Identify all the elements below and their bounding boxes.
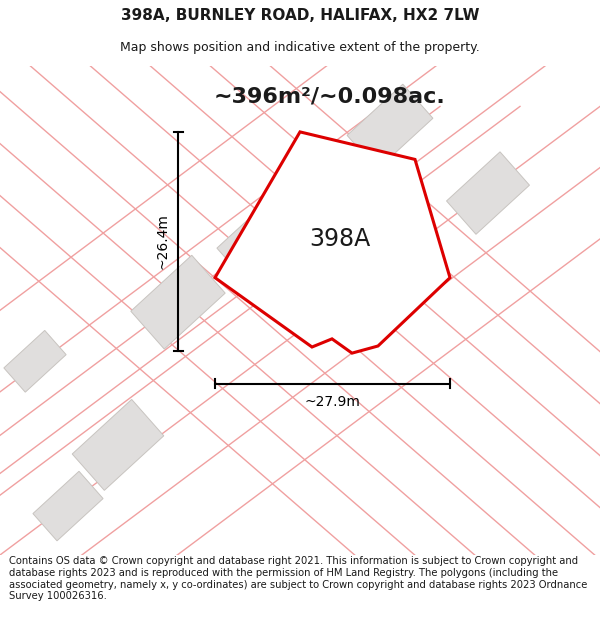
Polygon shape xyxy=(347,84,433,169)
Text: ~27.9m: ~27.9m xyxy=(305,395,361,409)
Polygon shape xyxy=(217,188,319,290)
Text: ~396m²/~0.098ac.: ~396m²/~0.098ac. xyxy=(214,86,446,106)
Text: Map shows position and indicative extent of the property.: Map shows position and indicative extent… xyxy=(120,41,480,54)
Polygon shape xyxy=(446,152,529,234)
Polygon shape xyxy=(215,132,450,353)
Text: 398A, BURNLEY ROAD, HALIFAX, HX2 7LW: 398A, BURNLEY ROAD, HALIFAX, HX2 7LW xyxy=(121,8,479,23)
Polygon shape xyxy=(4,331,66,392)
Polygon shape xyxy=(72,399,164,491)
Text: Contains OS data © Crown copyright and database right 2021. This information is : Contains OS data © Crown copyright and d… xyxy=(9,556,587,601)
Text: 398A: 398A xyxy=(310,227,371,251)
Polygon shape xyxy=(131,255,225,349)
Polygon shape xyxy=(33,471,103,541)
Text: ~26.4m: ~26.4m xyxy=(155,214,169,269)
